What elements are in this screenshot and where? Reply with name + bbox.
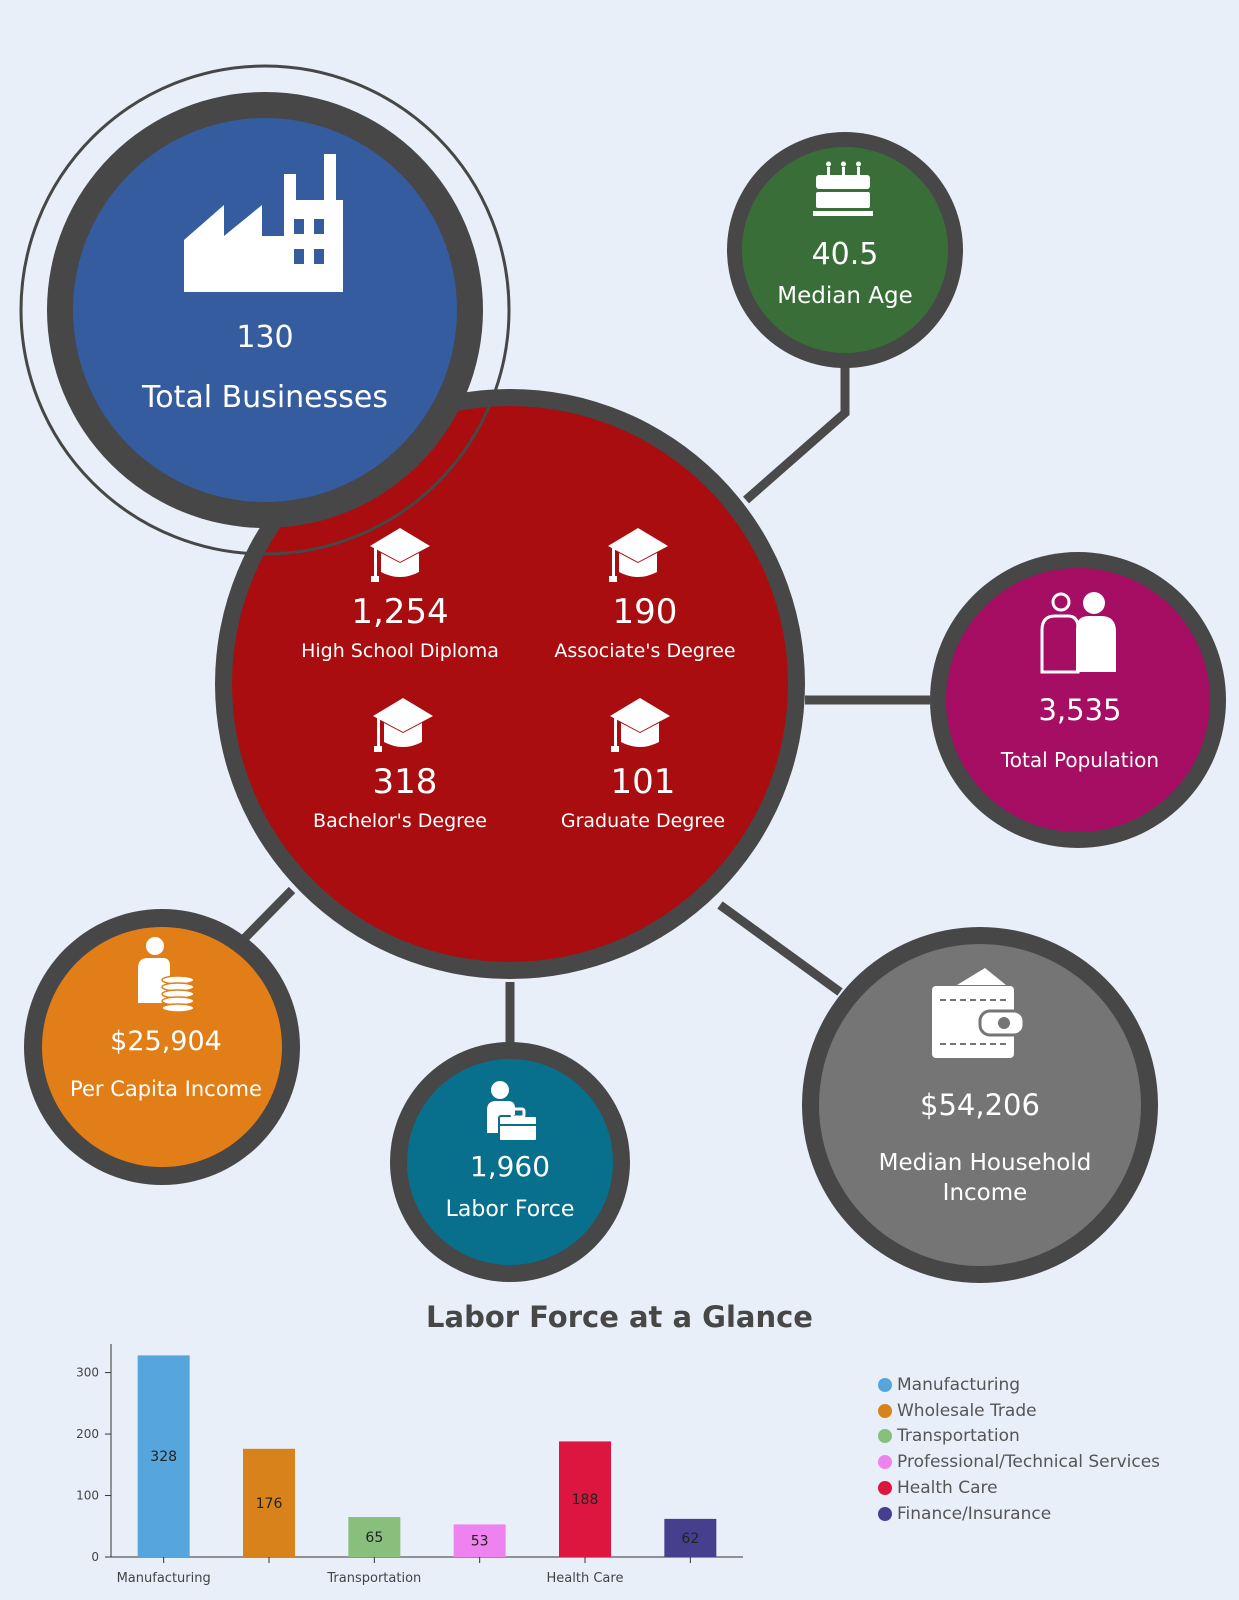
bar [453,1524,506,1557]
associate-value: 190 [612,592,678,632]
labor-force-circle [407,1059,613,1265]
legend-swatch [878,1506,892,1521]
birthday-cake-icon [813,161,873,216]
x-tick-label: Transportation [326,1571,421,1586]
legend-label: Transportation [897,1426,1020,1447]
legend-label: Professional/Technical Services [897,1452,1161,1473]
x-tick-label: Manufacturing [117,1571,211,1586]
connector-lines [234,350,930,1055]
y-tick-label: 200 [76,1427,99,1441]
legend-item: Manufacturing [878,1372,1160,1398]
population-value: 3,535 [1038,693,1122,727]
bar [559,1441,611,1557]
legend-item: Wholesale Trade [878,1398,1160,1424]
businesses-value: 130 [236,320,294,355]
legend-swatch [878,1403,892,1418]
bar-value-label: 328 [150,1449,177,1465]
chart-title: Labor Force at a Glance [426,1300,813,1334]
graduation-cap-icon [373,698,433,752]
legend-label: Manufacturing [897,1374,1021,1395]
legend-label: Health Care [897,1478,998,1499]
infographic-diagram [19,64,1226,1283]
businesses-label: Total Businesses [142,380,388,415]
legend-item: Professional/Technical Services [878,1449,1160,1475]
population-circle [946,568,1210,832]
graduation-cap-icon [610,698,670,752]
bar-value-label: 65 [365,1530,383,1546]
graduate-label: Graduate Degree [560,810,726,832]
factory-icon [184,154,343,292]
businesses-outer-ring [19,64,511,556]
per-capita-value: $25,904 [110,1026,222,1057]
y-tick-label: 100 [76,1489,99,1503]
legend-swatch [878,1455,892,1470]
bachelor-value: 318 [372,762,438,802]
graduate-value: 101 [610,762,676,802]
chart-legend: Manufacturing Wholesale Trade Transporta… [878,1372,1160,1527]
legend-swatch [878,1377,892,1392]
y-tick-label: 300 [76,1366,99,1380]
bar-value-label: 176 [256,1496,283,1512]
bar [137,1355,190,1557]
y-tick-label: 0 [91,1550,99,1564]
bar-value-label: 53 [471,1534,489,1550]
bar-value-label: 188 [572,1492,599,1508]
legend-item: Health Care [878,1475,1160,1501]
connector-median-age [743,350,850,504]
high-school-value: 1,254 [351,592,449,632]
x-tick-label: Health Care [547,1571,624,1586]
associate-label: Associate's Degree [554,640,736,662]
median-age-circle [742,147,948,353]
labor-force-bar-chart: 0 100 200 300 328 Manufacturing 176 65 Transport… [76,1344,743,1586]
people-icon [1040,592,1116,674]
bachelor-label: Bachelor's Degree [313,810,487,832]
median-age-value: 40.5 [811,237,879,272]
bar [348,1517,401,1557]
legend-swatch [878,1481,892,1496]
high-school-label: High School Diploma [301,640,499,662]
labor-force-value: 1,960 [469,1150,551,1183]
connector-household [717,901,843,996]
household-label-line2: Income [942,1180,1028,1206]
labor-force-label: Labor Force [445,1197,575,1222]
legend-item: Finance/Insurance [878,1501,1160,1527]
person-coins-icon [138,937,195,1013]
bar-value-label: 62 [681,1531,699,1547]
legend-item: Transportation [878,1424,1160,1450]
median-age-label: Median Age [777,283,913,309]
household-circle [819,944,1141,1266]
bar [664,1518,717,1557]
per-capita-label: Per Capita Income [70,1077,262,1101]
population-label: Total Population [1000,748,1160,772]
legend-label: Wholesale Trade [897,1400,1037,1421]
businesses-circle [73,118,457,502]
graduation-cap-icon [370,528,430,582]
legend-swatch [878,1429,892,1444]
legend-label: Finance/Insurance [897,1503,1052,1524]
person-briefcase-icon [487,1081,538,1142]
bar [243,1448,295,1557]
household-label-line1: Median Household [878,1150,1092,1176]
per-capita-circle [42,927,282,1167]
graduation-cap-icon [608,528,668,582]
household-value: $54,206 [920,1088,1040,1122]
connector-per-capita [234,886,296,949]
wallet-icon [932,968,1026,1058]
